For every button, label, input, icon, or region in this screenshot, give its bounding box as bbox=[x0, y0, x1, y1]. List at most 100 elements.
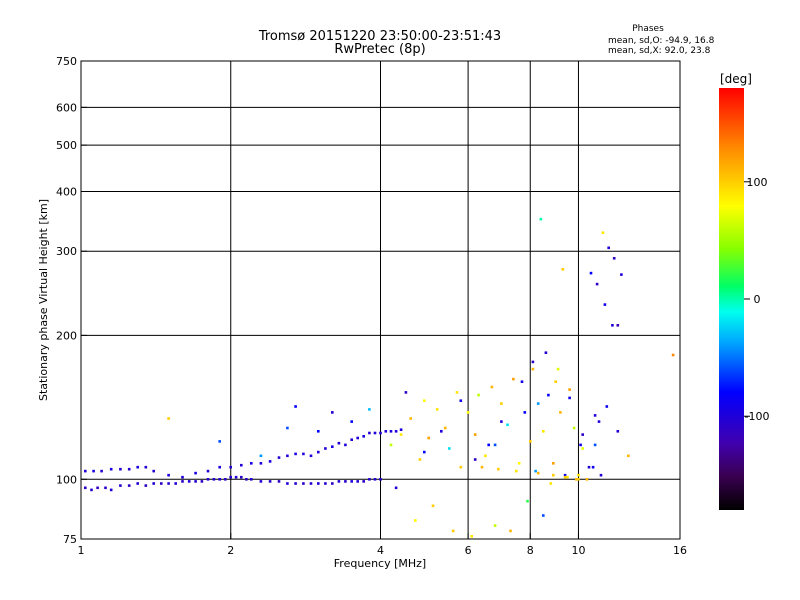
data-point bbox=[286, 482, 289, 485]
data-point bbox=[523, 411, 527, 414]
data-point bbox=[627, 454, 630, 458]
data-point bbox=[531, 367, 535, 371]
data-point bbox=[536, 471, 540, 475]
data-point bbox=[544, 351, 548, 354]
data-point bbox=[473, 458, 477, 461]
data-point bbox=[152, 482, 155, 485]
data-point bbox=[512, 377, 515, 381]
data-point bbox=[559, 411, 562, 414]
data-point bbox=[109, 488, 113, 492]
colorbar-tick-label: 0 bbox=[754, 293, 761, 306]
data-point bbox=[506, 423, 509, 427]
data-point bbox=[593, 414, 597, 417]
data-point bbox=[324, 482, 327, 485]
data-point bbox=[554, 380, 557, 383]
data-point bbox=[167, 482, 170, 485]
colorbar-label: [deg] bbox=[720, 72, 752, 86]
data-point bbox=[384, 430, 388, 433]
data-point bbox=[531, 360, 535, 364]
data-point bbox=[167, 473, 170, 477]
data-point bbox=[224, 478, 227, 481]
data-point bbox=[566, 475, 569, 479]
y-tick-label: 400 bbox=[56, 185, 77, 198]
data-point bbox=[484, 454, 487, 458]
data-point bbox=[127, 484, 131, 487]
data-point bbox=[536, 402, 540, 405]
data-point bbox=[612, 257, 616, 260]
data-point bbox=[379, 478, 382, 481]
data-point bbox=[487, 443, 490, 447]
data-point bbox=[394, 430, 398, 433]
data-point bbox=[337, 441, 341, 445]
data-point bbox=[317, 430, 320, 433]
data-point bbox=[427, 436, 430, 440]
data-point bbox=[444, 426, 447, 430]
data-point bbox=[595, 282, 599, 286]
x-tick-label: 4 bbox=[377, 544, 384, 557]
data-point bbox=[187, 480, 191, 483]
data-point bbox=[234, 475, 238, 479]
x-tick-label: 6 bbox=[465, 544, 472, 557]
data-point bbox=[585, 478, 589, 481]
data-point bbox=[534, 469, 537, 473]
data-point bbox=[104, 486, 107, 490]
data-point bbox=[194, 480, 197, 483]
data-point bbox=[418, 458, 422, 461]
colorbar-tick-label: -100 bbox=[745, 410, 770, 423]
data-point bbox=[575, 478, 578, 481]
data-point bbox=[493, 524, 497, 527]
data-point bbox=[515, 469, 518, 473]
data-point bbox=[517, 462, 521, 465]
data-point bbox=[373, 431, 377, 435]
data-point bbox=[520, 380, 524, 383]
data-point bbox=[616, 430, 620, 433]
data-point bbox=[404, 391, 408, 394]
data-point bbox=[286, 426, 289, 430]
data-point bbox=[294, 482, 297, 485]
data-point bbox=[167, 417, 170, 420]
data-point bbox=[344, 443, 347, 447]
y-tick-label: 500 bbox=[56, 139, 77, 152]
data-point bbox=[459, 399, 463, 402]
phase-stats-x: mean, sd,X: 92.0, 23.8 bbox=[608, 46, 711, 56]
data-point bbox=[601, 231, 605, 234]
data-point bbox=[331, 411, 334, 414]
data-point bbox=[435, 408, 439, 411]
data-point bbox=[368, 431, 371, 435]
data-point bbox=[218, 440, 221, 443]
data-point bbox=[577, 473, 580, 477]
data-point bbox=[542, 514, 545, 517]
data-point bbox=[607, 246, 610, 250]
x-tick-label: 1 bbox=[78, 544, 85, 557]
data-point bbox=[119, 484, 122, 487]
data-point bbox=[529, 440, 532, 443]
data-point bbox=[331, 482, 334, 485]
data-points bbox=[84, 217, 675, 538]
data-point bbox=[302, 482, 305, 485]
data-point bbox=[96, 486, 99, 490]
data-point bbox=[549, 482, 553, 485]
data-point bbox=[90, 488, 93, 492]
data-point bbox=[200, 480, 204, 483]
data-point bbox=[587, 465, 591, 469]
y-tick-label: 300 bbox=[56, 245, 77, 258]
phase-stats-title: Phases bbox=[632, 24, 664, 34]
data-point bbox=[556, 367, 560, 371]
data-point bbox=[597, 420, 601, 423]
data-point bbox=[389, 430, 393, 433]
data-point bbox=[423, 450, 426, 454]
data-point bbox=[399, 428, 403, 431]
data-point bbox=[466, 411, 470, 414]
data-point bbox=[259, 480, 263, 483]
data-point bbox=[399, 433, 403, 436]
data-point bbox=[563, 475, 567, 479]
data-point bbox=[206, 478, 210, 481]
data-point bbox=[591, 465, 595, 469]
data-point bbox=[181, 480, 184, 483]
data-point bbox=[350, 438, 353, 441]
data-point bbox=[572, 426, 576, 430]
data-point bbox=[109, 467, 113, 471]
data-point bbox=[92, 469, 95, 473]
colorbar-ticks: 100 0 -100 bbox=[744, 176, 769, 423]
data-point bbox=[500, 420, 503, 423]
